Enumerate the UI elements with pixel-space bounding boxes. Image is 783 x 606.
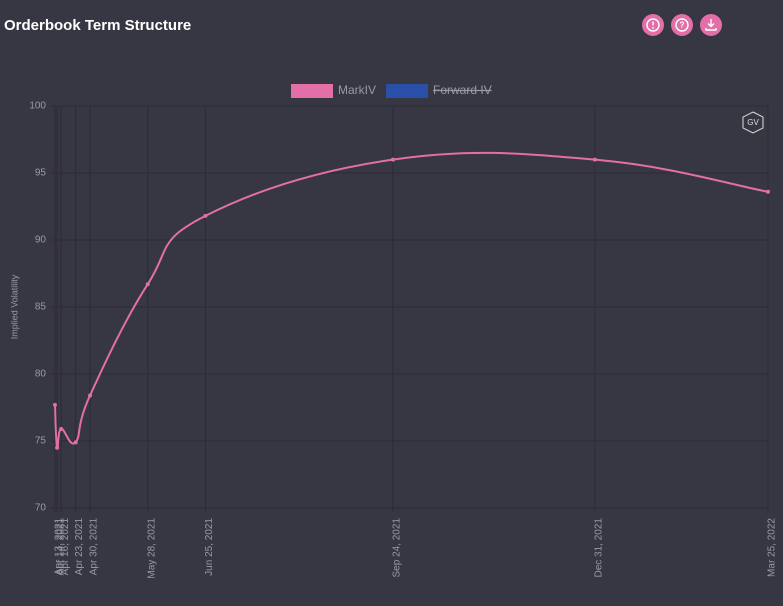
x-tick-label: Apr 30, 2021 [89, 518, 100, 576]
watermark-text: GV [747, 118, 759, 127]
point [88, 393, 93, 398]
x-tick-label: Apr 23, 2021 [74, 518, 85, 576]
help-button[interactable]: ? [671, 14, 693, 36]
y-axis-label: Implied Volatility [9, 274, 19, 339]
toolbar: ? [642, 14, 722, 36]
info-button[interactable] [642, 14, 664, 36]
point [59, 426, 64, 431]
y-tick-label: 70 [35, 503, 47, 514]
x-tick-label: Apr 16, 2021 [60, 518, 71, 576]
y-tick-label: 75 [35, 436, 47, 447]
x-tick-label: Apr 14, 2021 [56, 518, 67, 576]
svg-text:?: ? [680, 21, 685, 30]
watermark: GV [742, 111, 764, 134]
x-tick-label: Sep 24, 2021 [392, 518, 403, 578]
x-tick-label: May 28, 2021 [146, 518, 157, 579]
y-tick-label: 100 [29, 101, 46, 112]
title: Orderbook Term Structure [4, 17, 191, 34]
legend-swatch [291, 84, 333, 98]
y-tick-label: 80 [35, 369, 47, 380]
x-tick-label: Apr 13, 2021 [54, 518, 65, 576]
point [53, 402, 57, 407]
y-tick-label: 95 [35, 168, 47, 179]
point [55, 445, 60, 450]
legend-swatch [386, 84, 429, 98]
point [203, 213, 208, 218]
line [54, 151, 769, 450]
download-button[interactable] [700, 14, 722, 36]
point [766, 189, 770, 194]
x-tick-label: Dec 31, 2021 [594, 518, 605, 578]
point [592, 157, 597, 162]
x-tick-label: Jun 25, 2021 [204, 518, 215, 576]
legend-label: MarkIV [338, 83, 376, 97]
legend-label: Forward IV [433, 83, 492, 97]
y-tick-label: 90 [35, 235, 47, 246]
point [390, 157, 395, 162]
point [73, 440, 78, 445]
y-tick-label: 85 [35, 302, 47, 313]
x-tick-label: Mar 25, 2022 [767, 518, 778, 577]
point [145, 282, 150, 287]
